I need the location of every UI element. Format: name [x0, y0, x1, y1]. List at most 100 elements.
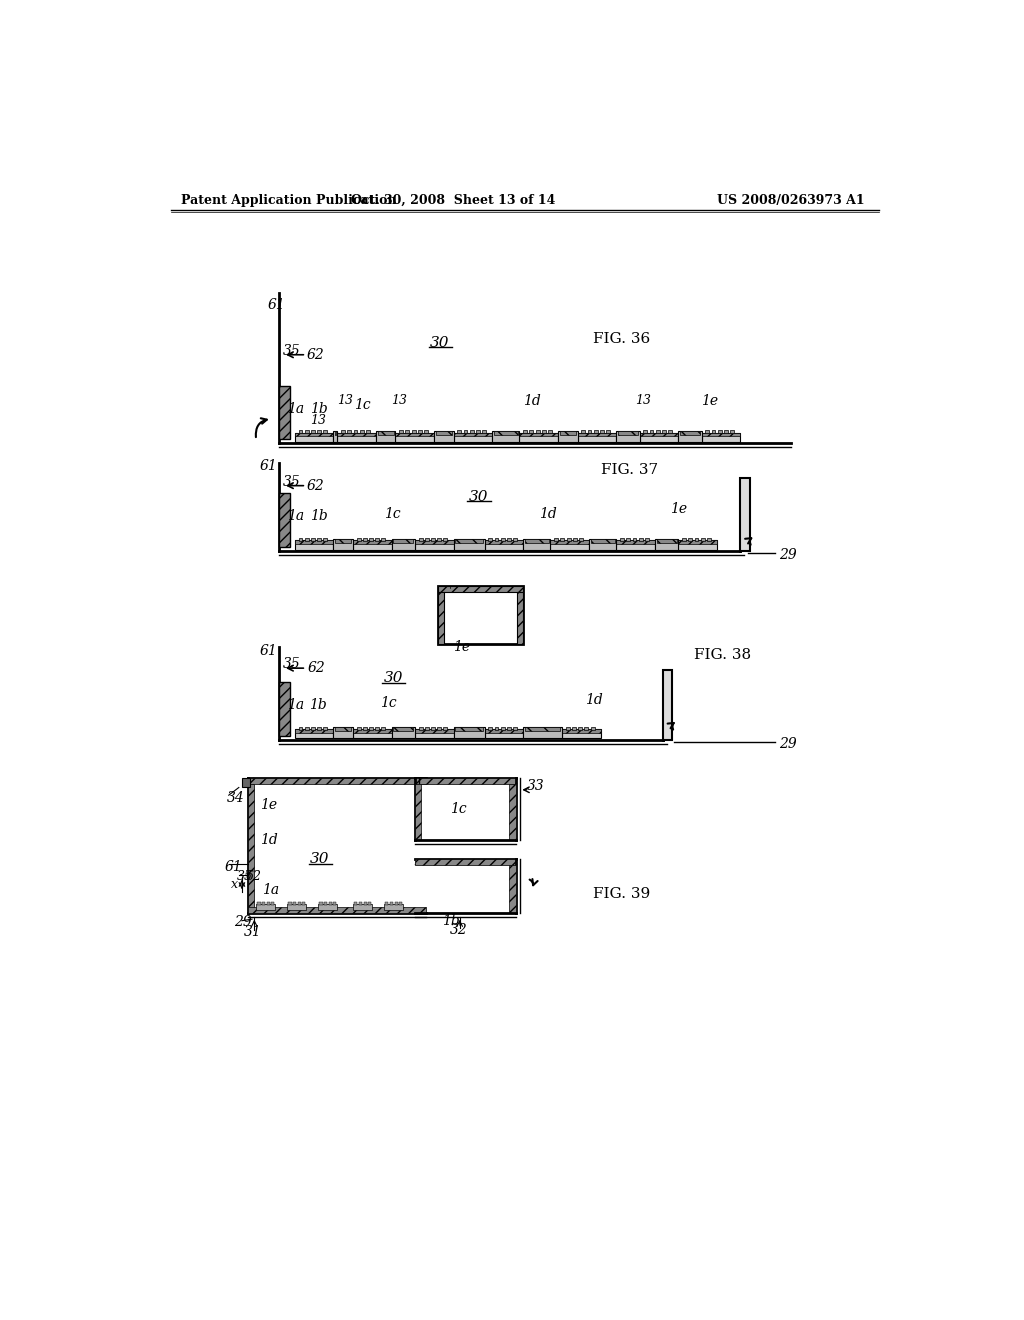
- Text: 30: 30: [384, 671, 403, 685]
- Bar: [287, 904, 306, 909]
- Text: 62: 62: [306, 347, 324, 362]
- Bar: [437, 726, 441, 730]
- Bar: [324, 903, 328, 904]
- Text: 1a: 1a: [262, 883, 280, 896]
- Text: FIG. 39: FIG. 39: [593, 887, 650, 900]
- Text: 1e: 1e: [260, 799, 276, 812]
- Bar: [519, 433, 558, 442]
- Bar: [271, 903, 274, 904]
- Bar: [678, 540, 717, 549]
- Bar: [391, 727, 415, 738]
- Bar: [419, 726, 423, 730]
- Text: 13: 13: [310, 413, 326, 426]
- Text: 29: 29: [779, 548, 797, 562]
- Bar: [517, 591, 523, 644]
- Bar: [682, 539, 686, 541]
- Bar: [509, 784, 515, 840]
- Bar: [455, 539, 483, 543]
- Bar: [431, 539, 435, 541]
- Bar: [356, 539, 360, 541]
- Bar: [482, 430, 486, 433]
- Bar: [455, 727, 483, 731]
- Bar: [594, 430, 598, 433]
- Bar: [578, 433, 616, 442]
- Bar: [443, 539, 447, 541]
- Text: 1a: 1a: [287, 401, 304, 416]
- Text: 1d: 1d: [523, 393, 541, 408]
- Bar: [454, 433, 493, 437]
- Bar: [633, 539, 636, 541]
- Bar: [353, 430, 357, 433]
- Bar: [585, 726, 589, 730]
- Bar: [484, 540, 523, 549]
- Bar: [415, 779, 515, 784]
- Text: FIG. 36: FIG. 36: [593, 333, 650, 346]
- Text: 35: 35: [283, 475, 301, 488]
- Text: 1d: 1d: [260, 833, 278, 847]
- Bar: [680, 432, 700, 434]
- Bar: [295, 729, 334, 738]
- Bar: [707, 539, 711, 541]
- Bar: [412, 430, 416, 433]
- Text: 62: 62: [246, 870, 262, 883]
- Bar: [454, 727, 484, 738]
- Bar: [519, 433, 558, 437]
- Bar: [694, 539, 698, 541]
- Text: 1c: 1c: [380, 696, 396, 710]
- Bar: [381, 726, 385, 730]
- Bar: [242, 779, 250, 788]
- Text: 1c: 1c: [354, 397, 371, 412]
- Text: 1e: 1e: [701, 393, 719, 408]
- Bar: [616, 540, 655, 544]
- Bar: [484, 729, 523, 738]
- Bar: [640, 433, 678, 442]
- Text: 1b: 1b: [308, 698, 327, 711]
- Bar: [280, 385, 290, 440]
- Bar: [643, 430, 647, 433]
- Bar: [669, 430, 672, 433]
- Text: 30: 30: [430, 337, 450, 350]
- Bar: [712, 430, 716, 433]
- Text: 62: 62: [308, 661, 326, 675]
- Bar: [706, 430, 710, 433]
- Text: 1b: 1b: [442, 913, 460, 928]
- Bar: [627, 539, 630, 541]
- Bar: [335, 727, 351, 731]
- Bar: [334, 903, 337, 904]
- Bar: [548, 430, 552, 433]
- Bar: [437, 539, 441, 541]
- Bar: [394, 903, 397, 904]
- Bar: [464, 430, 467, 433]
- Bar: [566, 539, 570, 541]
- Bar: [415, 540, 454, 549]
- Text: 35: 35: [283, 657, 301, 672]
- Bar: [616, 540, 655, 549]
- Bar: [337, 433, 376, 442]
- Text: 29: 29: [234, 915, 252, 929]
- Bar: [415, 729, 454, 733]
- Bar: [507, 726, 511, 730]
- Bar: [324, 539, 328, 541]
- Bar: [616, 430, 640, 442]
- Bar: [299, 726, 302, 730]
- Bar: [302, 903, 305, 904]
- Bar: [523, 430, 527, 433]
- Bar: [435, 432, 452, 434]
- Bar: [495, 726, 499, 730]
- Bar: [484, 540, 523, 544]
- Bar: [298, 903, 301, 904]
- Bar: [740, 478, 750, 552]
- Text: 62: 62: [306, 479, 324, 492]
- Text: 34: 34: [226, 791, 244, 804]
- Bar: [523, 727, 562, 738]
- Bar: [359, 903, 362, 904]
- Bar: [524, 539, 549, 543]
- Bar: [395, 433, 434, 442]
- Text: 1b: 1b: [310, 510, 328, 524]
- Bar: [375, 539, 379, 541]
- Bar: [329, 903, 332, 904]
- Bar: [334, 430, 337, 442]
- Bar: [366, 430, 370, 433]
- Bar: [305, 539, 308, 541]
- Bar: [334, 727, 352, 738]
